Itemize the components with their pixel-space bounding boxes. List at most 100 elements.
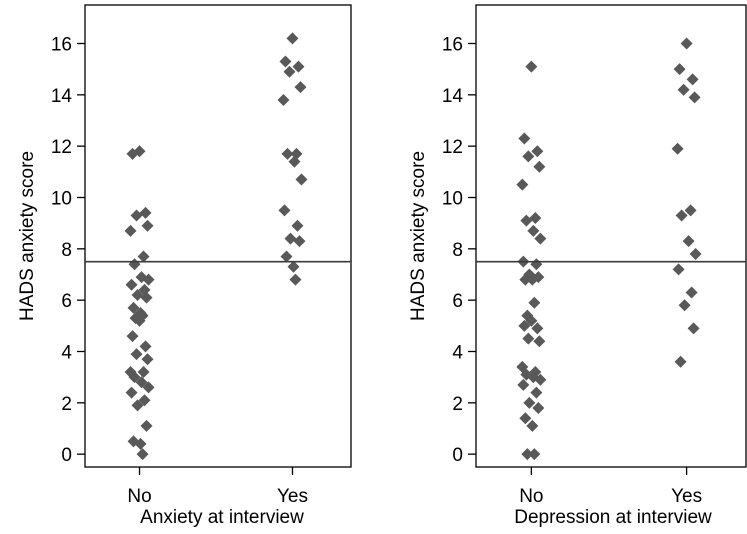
data-point <box>530 386 543 399</box>
data-point <box>130 348 143 361</box>
data-point <box>140 291 153 304</box>
y-tick-label: 6 <box>452 291 463 312</box>
data-point <box>520 214 533 227</box>
data-point <box>131 289 144 302</box>
data-point <box>516 178 529 191</box>
y-axis-title: HADS anxiety score <box>408 151 429 321</box>
data-point <box>142 381 155 394</box>
x-tick-label: No <box>127 486 151 507</box>
y-tick-label: 8 <box>452 240 463 261</box>
data-point <box>139 206 152 219</box>
data-point <box>517 378 530 391</box>
data-point <box>529 212 542 225</box>
data-point <box>518 319 531 332</box>
data-point <box>136 448 149 461</box>
data-point <box>125 386 138 399</box>
data-point <box>532 401 545 414</box>
data-point <box>673 63 686 76</box>
data-point <box>531 145 544 158</box>
data-point <box>528 448 541 461</box>
plot-frame <box>84 4 352 468</box>
data-markers <box>124 32 308 461</box>
data-point <box>137 250 150 263</box>
data-point <box>141 353 154 366</box>
data-point <box>281 147 294 160</box>
anxiety-panel: 0 2 4 6 8 10 12 14 16 No Yes HADS anxiety score A… <box>17 4 352 528</box>
data-point <box>124 224 137 237</box>
data-point <box>142 273 155 286</box>
data-point <box>534 232 547 245</box>
data-point <box>518 132 531 145</box>
y-tick-label: 10 <box>51 189 72 210</box>
x-tick-label: No <box>519 486 543 507</box>
data-point <box>678 299 691 312</box>
y-tick-label: 12 <box>442 137 463 158</box>
y-tick-label: 2 <box>61 394 72 415</box>
data-point <box>521 448 534 461</box>
y-tick-label: 12 <box>51 137 72 158</box>
data-point <box>519 412 532 425</box>
data-point <box>295 173 308 186</box>
data-point <box>141 219 154 232</box>
data-point <box>526 419 539 432</box>
y-axis: 0 2 4 6 8 10 12 14 16 <box>442 35 476 466</box>
data-point <box>533 335 546 348</box>
data-point <box>685 286 698 299</box>
data-point <box>687 322 700 335</box>
y-tick-label: 0 <box>452 445 463 466</box>
y-tick-label: 6 <box>61 291 72 312</box>
depression-panel: 0 2 4 6 8 10 12 14 16 No Yes HADS anxiety score D… <box>408 4 747 528</box>
data-point <box>134 437 147 450</box>
y-tick-label: 14 <box>51 86 73 107</box>
x-tick-label: Yes <box>277 486 308 507</box>
data-markers <box>516 37 702 461</box>
data-point <box>126 147 139 160</box>
data-point <box>125 278 138 291</box>
y-tick-label: 10 <box>442 189 463 210</box>
data-point <box>529 366 542 379</box>
data-point <box>128 258 141 271</box>
data-point <box>131 399 144 412</box>
y-tick-label: 0 <box>61 445 72 466</box>
data-point <box>672 263 685 276</box>
x-axis: No Yes <box>127 467 308 507</box>
data-point <box>534 373 547 386</box>
y-tick-label: 4 <box>452 343 463 364</box>
x-axis: No Yes <box>519 467 702 507</box>
data-point <box>523 396 536 409</box>
data-point <box>288 155 301 168</box>
data-point <box>138 394 151 407</box>
data-point <box>283 65 296 78</box>
x-axis-title: Depression at interview <box>514 507 712 528</box>
data-point <box>688 91 701 104</box>
data-point <box>530 258 543 271</box>
data-point <box>140 419 153 432</box>
data-point <box>522 332 535 345</box>
data-point <box>525 314 538 327</box>
data-point <box>689 247 702 260</box>
data-point <box>522 150 535 163</box>
data-point <box>686 73 699 86</box>
x-tick-label: Yes <box>671 486 702 507</box>
data-point <box>525 60 538 73</box>
data-point <box>127 301 140 314</box>
data-point <box>675 209 688 222</box>
data-point <box>139 340 152 353</box>
y-tick-label: 16 <box>51 35 72 56</box>
y-axis-title: HADS anxiety score <box>17 151 38 321</box>
data-point <box>294 81 307 94</box>
data-point <box>280 250 293 263</box>
data-point <box>532 271 545 284</box>
data-point <box>527 224 540 237</box>
y-tick-label: 14 <box>442 86 464 107</box>
data-point <box>291 219 304 232</box>
data-point <box>531 322 544 335</box>
data-point <box>526 273 539 286</box>
data-point <box>133 314 146 327</box>
data-point <box>130 209 143 222</box>
plot-frame <box>475 4 747 468</box>
data-point <box>278 204 291 217</box>
data-point <box>671 142 684 155</box>
data-point <box>126 330 139 343</box>
